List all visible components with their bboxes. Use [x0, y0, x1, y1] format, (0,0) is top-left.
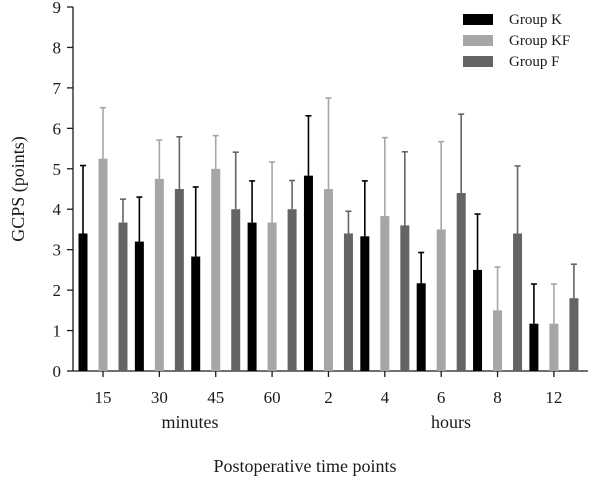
y-tick-label: 4 — [53, 200, 62, 219]
bar — [323, 189, 333, 371]
y-tick-label: 6 — [53, 119, 62, 138]
y-tick-label: 5 — [53, 160, 62, 179]
legend-item: Group KF — [463, 33, 570, 49]
bar — [118, 222, 128, 371]
x-tick-label: 8 — [493, 388, 502, 407]
x-tick-label: 60 — [264, 388, 281, 407]
x-axis-title: Postoperative time points — [214, 456, 397, 476]
x-tick-label: 45 — [207, 388, 224, 407]
x-tick-label: 2 — [324, 388, 333, 407]
y-tick-label: 7 — [53, 79, 62, 98]
x-tick-label: 12 — [545, 388, 562, 407]
bar — [78, 233, 88, 371]
y-tick-label: 1 — [53, 322, 62, 341]
bar — [549, 323, 559, 371]
bar — [343, 233, 353, 371]
x-tick-label: 30 — [151, 388, 168, 407]
y-tick-label: 8 — [53, 38, 62, 57]
bar — [456, 193, 466, 371]
legend-swatch — [463, 56, 493, 67]
series-group-kf — [98, 97, 559, 371]
y-tick-label: 9 — [53, 0, 62, 17]
bars — [78, 97, 579, 371]
y-ticks: 0 1 2 3 4 5 6 7 8 9 — [53, 0, 73, 381]
bar — [134, 241, 144, 371]
legend-swatch — [463, 14, 493, 25]
bar — [303, 175, 313, 371]
bar — [380, 216, 390, 371]
bar — [191, 256, 201, 371]
bar — [98, 158, 108, 371]
bar — [360, 236, 370, 371]
y-tick-label: 0 — [53, 362, 62, 381]
bar — [287, 209, 297, 371]
y-tick-label: 3 — [53, 241, 62, 260]
bar — [513, 233, 523, 371]
x-tick-label: 15 — [95, 388, 112, 407]
category-groups: minutes hours — [162, 412, 472, 432]
bar — [174, 189, 184, 371]
y-axis-title: GCPS (points) — [8, 136, 29, 242]
y-tick-label: 2 — [53, 281, 62, 300]
series-group-k — [78, 114, 539, 371]
category-group-label: minutes — [162, 412, 219, 432]
category-group-label: hours — [431, 412, 471, 432]
bar — [436, 229, 446, 371]
bar — [154, 178, 164, 371]
bar — [473, 269, 483, 371]
bar — [529, 323, 539, 371]
series-group-f — [118, 113, 579, 371]
bar — [211, 168, 221, 371]
legend-label: Group KF — [509, 33, 570, 49]
x-tick-label: 6 — [437, 388, 446, 407]
legend-label: Group F — [509, 54, 559, 70]
x-ticks: 15 30 45 60 2 4 6 8 12 — [95, 371, 562, 407]
legend-swatch — [463, 35, 493, 46]
x-tick-label: 4 — [381, 388, 390, 407]
bar — [400, 225, 410, 371]
legend-item: Group K — [463, 12, 562, 28]
bar — [493, 310, 503, 371]
bar — [267, 222, 277, 371]
bar — [416, 283, 426, 371]
legend-label: Group K — [509, 12, 562, 28]
legend: Group K Group KF Group F — [463, 12, 570, 70]
bar — [247, 222, 257, 371]
bar — [231, 209, 241, 371]
legend-item: Group F — [463, 54, 559, 70]
bar — [569, 298, 579, 371]
